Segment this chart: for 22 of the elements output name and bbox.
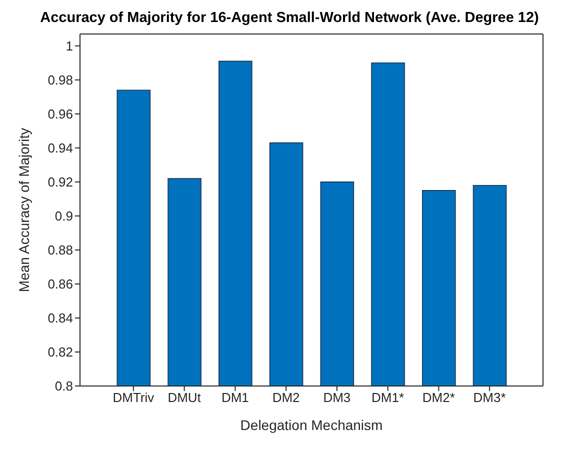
y-tick-label: 0.82 xyxy=(48,344,73,360)
y-tick-label: 0.8 xyxy=(54,378,73,394)
y-tick-label: 0.84 xyxy=(48,310,73,326)
y-tick-label: 0.9 xyxy=(54,208,73,224)
y-tick-label: 0.96 xyxy=(48,106,73,122)
y-tick-label: 0.92 xyxy=(48,174,73,190)
y-tick-label: 0.94 xyxy=(48,140,73,156)
y-tick-label: 0.86 xyxy=(48,276,73,292)
y-tick-label: 1 xyxy=(66,38,73,54)
x-tick-label: DMTriv xyxy=(112,390,155,406)
x-tick-label: DM1* xyxy=(372,390,404,406)
x-axis-title: Delegation Mechanism xyxy=(240,417,383,433)
x-tick-label: DM3 xyxy=(323,390,351,406)
x-tick-label: DM2 xyxy=(272,390,300,406)
chart-title: Accuracy of Majority for 16-Agent Small-World Network (Ave. Degree 12) xyxy=(39,10,540,26)
y-tick-label: 0.98 xyxy=(48,72,73,88)
x-tick-label: DM2* xyxy=(422,390,455,406)
x-tick-label: DM1 xyxy=(221,390,249,406)
x-tick-label: DMUt xyxy=(168,390,202,406)
y-axis-title: Mean Accuracy of Majority xyxy=(16,128,32,292)
x-tick-label: DM3* xyxy=(473,390,506,406)
y-tick-label: 0.88 xyxy=(48,242,73,258)
